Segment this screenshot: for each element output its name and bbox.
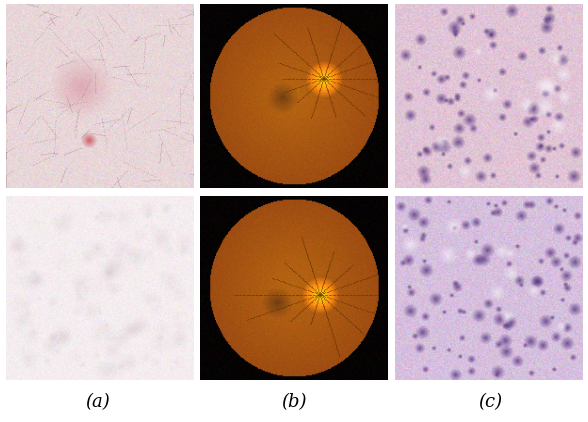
Text: (a): (a) (86, 393, 111, 411)
Text: (c): (c) (478, 393, 502, 411)
Text: (b): (b) (281, 393, 307, 411)
